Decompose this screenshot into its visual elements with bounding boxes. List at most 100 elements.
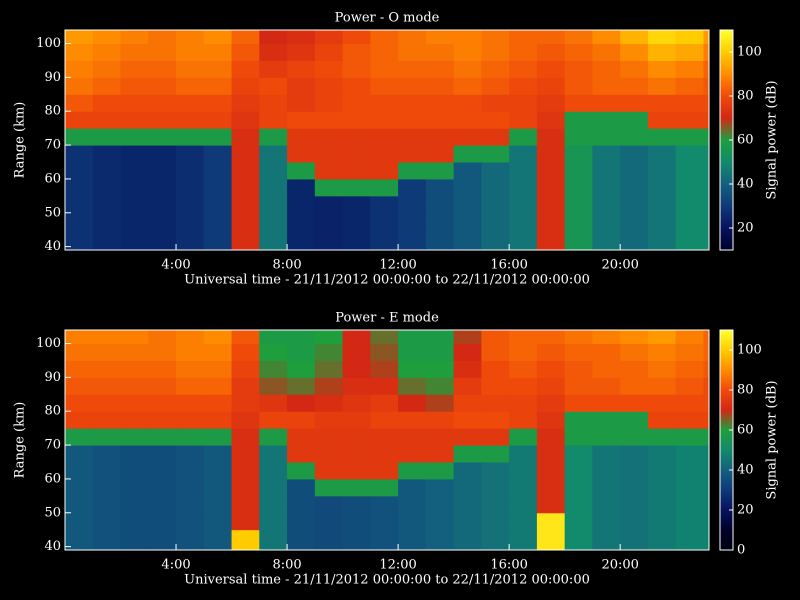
heatmap-cell <box>481 478 510 497</box>
heatmap-cell <box>675 162 704 180</box>
heatmap-cell <box>481 43 510 61</box>
heatmap-cell <box>647 529 677 551</box>
heatmap-cell <box>92 178 122 197</box>
heatmap-cell <box>370 128 399 146</box>
heatmap-cell <box>65 195 94 214</box>
heatmap-cell <box>481 77 510 95</box>
heatmap-cell <box>592 111 621 129</box>
heatmap-cell <box>287 94 316 112</box>
heatmap-cell <box>287 77 316 95</box>
heatmap-cell <box>536 43 566 61</box>
heatmap-cell <box>120 411 149 429</box>
heatmap-cell <box>509 178 538 197</box>
heatmap-cell <box>703 360 710 378</box>
heatmap-cell <box>342 145 371 163</box>
heatmap-cell <box>314 462 344 480</box>
heatmap-cell <box>675 30 704 45</box>
heatmap-cell <box>259 478 288 497</box>
heatmap-cell <box>287 30 316 45</box>
heatmap-cell <box>120 43 149 61</box>
heatmap-cell <box>370 30 399 45</box>
heatmap-cell <box>647 478 677 497</box>
heatmap-cell <box>176 529 205 551</box>
heatmap-cell <box>176 343 205 361</box>
heatmap-cell <box>425 212 455 231</box>
heatmap-cell <box>536 111 566 129</box>
heatmap-cell <box>703 145 710 163</box>
heatmap-cell <box>314 360 344 378</box>
heatmap-cell <box>647 43 677 61</box>
heatmap-cell <box>425 30 455 45</box>
heatmap-cell <box>564 43 593 61</box>
heatmap-cell <box>259 77 288 95</box>
heatmap-cell <box>342 495 371 514</box>
heatmap-cell <box>65 495 94 514</box>
heatmap-cell <box>120 128 149 146</box>
heatmap-cell <box>675 330 704 345</box>
heatmap-cell <box>509 195 538 214</box>
heatmap-cell <box>536 30 566 45</box>
heatmap-cell <box>120 162 149 180</box>
heatmap-cell <box>287 330 316 345</box>
heatmap-cell <box>203 145 233 163</box>
heatmap-cell <box>370 162 399 180</box>
heatmap-cell <box>287 529 316 551</box>
heatmap-cell <box>398 30 427 45</box>
heatmap-cell <box>536 330 566 345</box>
heatmap-cell <box>148 330 177 345</box>
heatmap-cell <box>203 77 233 95</box>
heatmap-cell <box>453 43 482 61</box>
heatmap-cell <box>148 229 177 251</box>
heatmap-cell <box>536 212 566 231</box>
heatmap-cell <box>564 495 593 514</box>
heatmap-cell <box>148 394 177 412</box>
heatmap-cell <box>620 77 649 95</box>
x-tick-label: 8:00 <box>272 258 301 273</box>
heatmap-cell <box>398 60 427 78</box>
heatmap-cell <box>453 212 482 231</box>
heatmap-cell <box>231 43 260 61</box>
heatmap-cell <box>176 229 205 251</box>
heatmap-cell <box>92 145 122 163</box>
heatmap-cell <box>370 145 399 163</box>
heatmap-cell <box>148 512 177 531</box>
heatmap-cell <box>509 445 538 463</box>
heatmap-cell <box>647 512 677 531</box>
y-tick-label: 40 <box>44 539 61 554</box>
heatmap-cell <box>203 394 233 412</box>
heatmap-cell <box>203 178 233 197</box>
heatmap-cell <box>398 377 427 395</box>
heatmap-cell <box>647 394 677 412</box>
heatmap-cell <box>176 330 205 345</box>
colorbar-tick-label: 80 <box>737 89 754 104</box>
heatmap-cell <box>398 43 427 61</box>
heatmap-cell <box>509 529 538 551</box>
heatmap-cell <box>592 195 621 214</box>
heatmap-cell <box>176 43 205 61</box>
x-tick-label: 4:00 <box>161 558 190 573</box>
heatmap-cell <box>398 128 427 146</box>
heatmap-cell <box>370 411 399 429</box>
heatmap-cell <box>92 77 122 95</box>
heatmap-cell <box>92 394 122 412</box>
colorbar-tick-label: 0 <box>737 543 745 558</box>
heatmap-cell <box>703 462 710 480</box>
heatmap-cell <box>370 360 399 378</box>
heatmap-cell <box>398 77 427 95</box>
heatmap-cell <box>342 212 371 231</box>
plot-frame <box>64 329 710 551</box>
heatmap-cell <box>370 428 399 446</box>
heatmap-cell <box>425 394 455 412</box>
heatmap-cell <box>509 377 538 395</box>
heatmap-cell <box>231 94 260 112</box>
heatmap-cell <box>314 60 344 78</box>
heatmap-cell <box>647 128 677 146</box>
x-tick-label: 16:00 <box>490 558 527 573</box>
heatmap-cell <box>592 229 621 251</box>
colorbar-tick-label: 40 <box>737 463 754 478</box>
heatmap-cell <box>647 30 677 45</box>
heatmap-cell <box>176 111 205 129</box>
heatmap-cell <box>398 111 427 129</box>
heatmap-cell <box>314 212 344 231</box>
heatmap-cell <box>92 343 122 361</box>
